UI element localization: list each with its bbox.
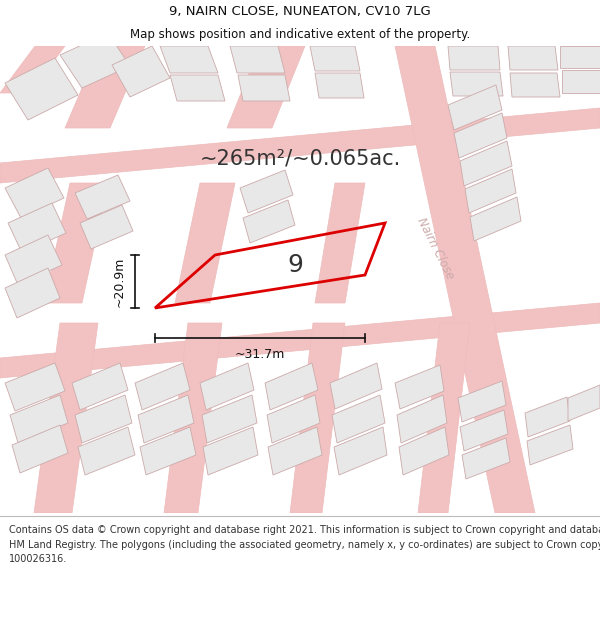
Polygon shape xyxy=(65,46,145,128)
Polygon shape xyxy=(135,363,190,410)
Polygon shape xyxy=(243,200,295,243)
Polygon shape xyxy=(138,395,194,443)
Polygon shape xyxy=(10,395,68,443)
Polygon shape xyxy=(315,73,364,98)
Polygon shape xyxy=(268,427,322,475)
Polygon shape xyxy=(508,46,558,70)
Polygon shape xyxy=(170,75,225,101)
Polygon shape xyxy=(164,323,222,513)
Polygon shape xyxy=(290,323,345,513)
Polygon shape xyxy=(175,183,235,303)
Polygon shape xyxy=(0,303,600,378)
Polygon shape xyxy=(562,70,600,93)
Polygon shape xyxy=(0,46,65,93)
Polygon shape xyxy=(44,183,108,303)
Polygon shape xyxy=(527,425,573,465)
Polygon shape xyxy=(5,235,62,285)
Polygon shape xyxy=(238,75,290,101)
Polygon shape xyxy=(75,395,132,443)
Polygon shape xyxy=(5,268,60,318)
Polygon shape xyxy=(395,365,444,409)
Polygon shape xyxy=(334,427,387,475)
Polygon shape xyxy=(454,113,507,158)
Polygon shape xyxy=(34,323,98,513)
Polygon shape xyxy=(72,363,128,410)
Polygon shape xyxy=(310,46,360,71)
Polygon shape xyxy=(332,395,385,443)
Polygon shape xyxy=(399,427,449,475)
Polygon shape xyxy=(227,46,305,128)
Polygon shape xyxy=(203,427,258,475)
Polygon shape xyxy=(5,168,64,218)
Polygon shape xyxy=(395,46,535,513)
Polygon shape xyxy=(470,197,521,241)
Text: 9, NAIRN CLOSE, NUNEATON, CV10 7LG: 9, NAIRN CLOSE, NUNEATON, CV10 7LG xyxy=(169,4,431,18)
Text: 9: 9 xyxy=(287,253,303,278)
Polygon shape xyxy=(112,46,170,97)
Text: ~20.9m: ~20.9m xyxy=(113,256,125,307)
Polygon shape xyxy=(160,46,218,73)
Polygon shape xyxy=(462,438,510,479)
Polygon shape xyxy=(510,73,560,97)
Text: Contains OS data © Crown copyright and database right 2021. This information is : Contains OS data © Crown copyright and d… xyxy=(9,526,600,564)
Polygon shape xyxy=(315,183,365,303)
Polygon shape xyxy=(560,46,600,68)
Polygon shape xyxy=(78,427,135,475)
Polygon shape xyxy=(8,203,66,253)
Polygon shape xyxy=(202,395,257,443)
Polygon shape xyxy=(465,169,516,213)
Polygon shape xyxy=(200,363,254,410)
Polygon shape xyxy=(450,72,503,96)
Polygon shape xyxy=(397,395,447,443)
Polygon shape xyxy=(240,170,293,213)
Polygon shape xyxy=(448,46,500,70)
Polygon shape xyxy=(460,141,512,186)
Polygon shape xyxy=(460,410,508,451)
Text: ~31.7m: ~31.7m xyxy=(235,348,285,361)
Text: Nairn Close: Nairn Close xyxy=(414,215,456,281)
Polygon shape xyxy=(12,425,68,473)
Polygon shape xyxy=(568,385,600,421)
Polygon shape xyxy=(5,58,78,120)
Polygon shape xyxy=(525,397,570,437)
Polygon shape xyxy=(230,46,285,73)
Text: Map shows position and indicative extent of the property.: Map shows position and indicative extent… xyxy=(130,28,470,41)
Polygon shape xyxy=(330,363,382,409)
Polygon shape xyxy=(140,427,196,475)
Polygon shape xyxy=(458,381,506,422)
Polygon shape xyxy=(418,323,470,513)
Text: ~265m²/~0.065ac.: ~265m²/~0.065ac. xyxy=(199,148,401,168)
Polygon shape xyxy=(265,363,318,410)
Polygon shape xyxy=(448,85,502,130)
Polygon shape xyxy=(5,363,65,411)
Polygon shape xyxy=(80,205,133,249)
Polygon shape xyxy=(75,175,130,219)
Polygon shape xyxy=(267,395,320,443)
Polygon shape xyxy=(0,108,600,183)
Polygon shape xyxy=(60,33,130,88)
